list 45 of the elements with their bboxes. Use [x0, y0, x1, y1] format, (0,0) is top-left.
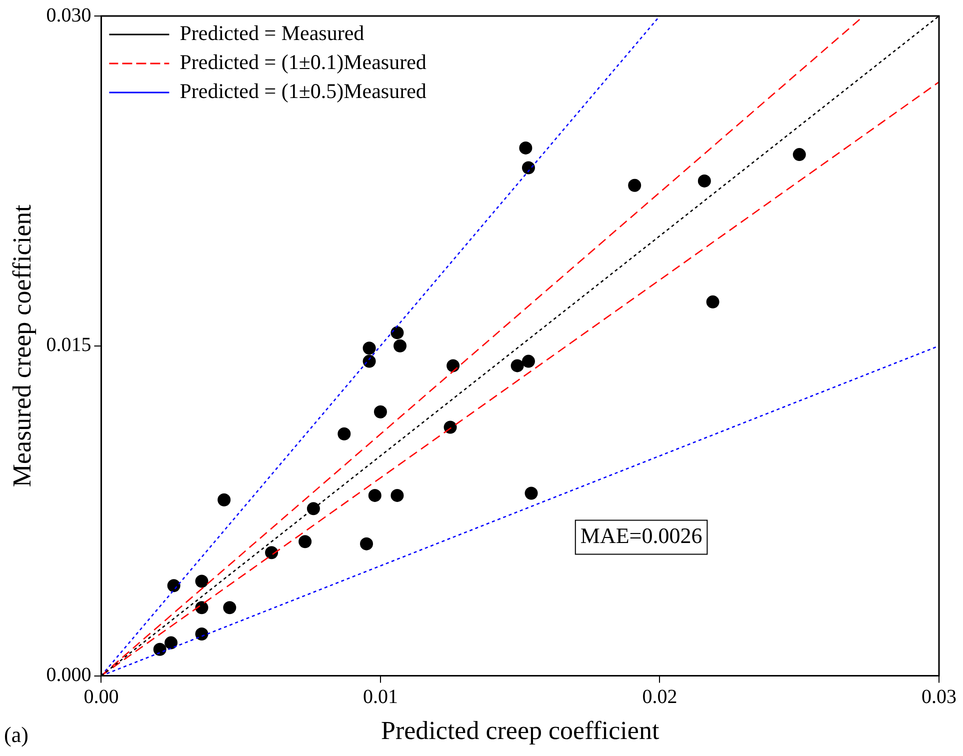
- point: [223, 601, 236, 614]
- y-axis-title: Measured creep coefficient: [7, 204, 36, 488]
- point: [390, 488, 404, 502]
- point: [218, 493, 231, 506]
- point: [390, 326, 404, 340]
- point: [519, 141, 532, 154]
- annotation: MAE=0.0026: [580, 523, 702, 548]
- x-axis-title: Predicted creep coefficient: [381, 716, 660, 746]
- point: [446, 359, 460, 372]
- point: [524, 486, 538, 500]
- point: [522, 161, 535, 174]
- y-tick-label: 0.000: [46, 664, 92, 686]
- legend-label: Predicted = (1±0.5)Measured: [180, 79, 427, 104]
- point: [362, 354, 376, 368]
- y-tick-label: 0.015: [46, 334, 92, 356]
- text: (a): [4, 722, 28, 747]
- x-tick-label: 0.02: [642, 686, 678, 708]
- point: [298, 535, 312, 548]
- point: [394, 339, 407, 352]
- point: [522, 354, 535, 368]
- point: [628, 178, 642, 192]
- point: [153, 642, 166, 656]
- point: [698, 174, 711, 188]
- point: [360, 537, 374, 550]
- point: [362, 342, 376, 355]
- point: [306, 502, 320, 516]
- point: [195, 574, 208, 588]
- point: [164, 636, 178, 650]
- point: [368, 488, 382, 502]
- point: [510, 359, 524, 372]
- x-tick-label: 0.03: [922, 686, 956, 708]
- y-tick-label: 0.030: [46, 4, 92, 26]
- point: [167, 579, 180, 592]
- point: [444, 420, 457, 434]
- point: [792, 148, 806, 162]
- point: [195, 601, 208, 614]
- legend-label: Predicted = Measured: [180, 21, 365, 46]
- x-tick-label: 0.00: [84, 686, 119, 708]
- point: [374, 405, 387, 418]
- point: [338, 427, 351, 440]
- x-tick-label: 0.01: [362, 686, 398, 708]
- point: [265, 546, 278, 560]
- legend-label: Predicted = (1±0.1)Measured: [180, 50, 427, 74]
- point: [195, 628, 208, 641]
- point: [706, 295, 720, 308]
